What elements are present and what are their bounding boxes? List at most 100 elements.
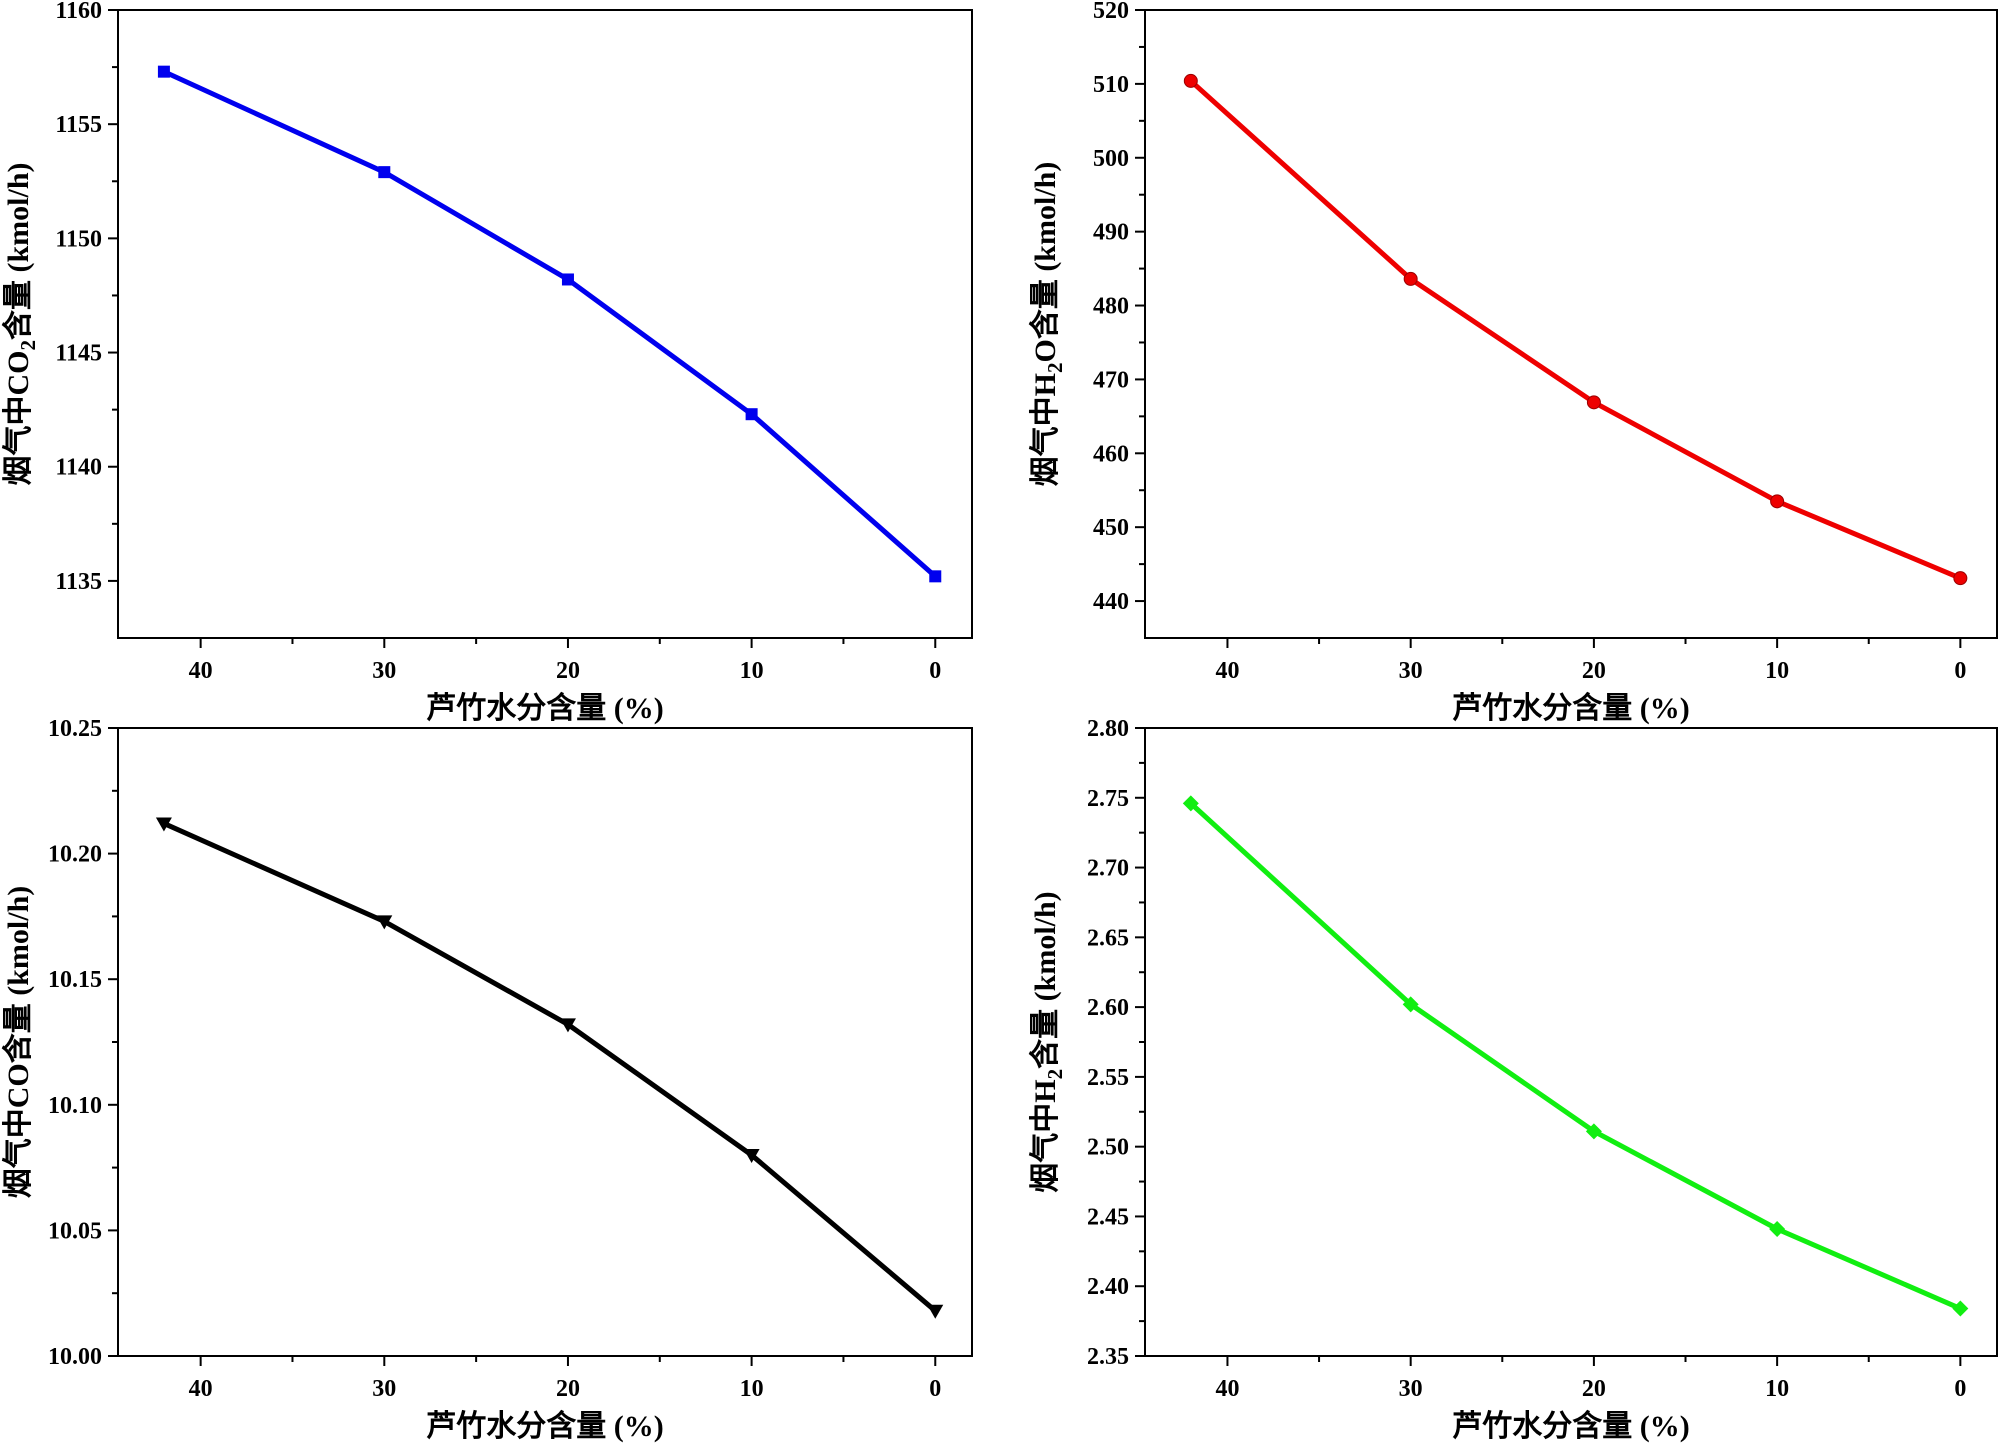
y-axis-title-subscript: 2 [1043,363,1067,374]
y-tick-label: 10.25 [48,716,102,742]
plot-frame [117,9,973,639]
data-point [1952,1300,1969,1317]
x-axis-title: 芦竹水分含量 (%) [426,691,663,725]
y-tick-label: 470 [1093,367,1129,393]
plot-frame [1144,727,1998,1357]
y-axis-title-part: 烟气中H [1029,1079,1062,1192]
x-tick-label: 0 [929,1376,941,1402]
x-tick-label: 0 [1954,658,1966,684]
series-line [1189,801,1962,1311]
data-point [1769,1221,1786,1238]
y-tick-label: 2.45 [1087,1204,1129,1230]
y-axis-title-part: 烟气中CO [2,351,35,486]
data-point [927,1304,944,1319]
x-axis-title: 芦竹水分含量 (%) [1452,1409,1689,1443]
data-point [559,1018,576,1033]
x-tick-label: 10 [740,658,764,684]
chart-panel-1: 40 30 20 10 0 1135 1140 1145 1150 1155 1160 芦竹水分含量 … [1,0,973,725]
x-tick-label: 30 [372,658,396,684]
data-point [157,65,170,78]
y-tick-label: 10.20 [48,842,102,868]
x-tick-label: 30 [1399,658,1423,684]
y-axis-title-part: O含量 (kmol/h) [1028,162,1062,363]
data-point [929,570,942,583]
y-axis-title-subscript: 2 [1043,1069,1067,1080]
y-tick-label: 10.00 [48,1344,102,1370]
y-tick-label: 1140 [55,455,102,481]
y-axis-title: 烟气中H2含量 (kmol/h) [1028,891,1067,1192]
y-axis-title: 烟气中CO2含量 (kmol/h) [1,162,40,485]
x-tick-label: 0 [929,658,941,684]
x-tick-label: 40 [1215,1376,1239,1402]
x-tick-label: 40 [189,1376,213,1402]
x-tick-label: 40 [189,658,213,684]
y-axis-title-subscript: 2 [16,340,40,351]
y-tick-label: 1155 [55,112,102,138]
y-tick-label: 1135 [55,569,102,595]
x-axis-title: 芦竹水分含量 (%) [426,1409,663,1443]
y-tick-label: 10.15 [48,967,102,993]
x-tick-label: 30 [1399,1376,1423,1402]
y-tick-label: 500 [1093,146,1129,172]
data-point [378,166,391,179]
y-tick-label: 490 [1093,220,1129,246]
y-tick-label: 2.35 [1087,1344,1129,1370]
x-axis-title: 芦竹水分含量 (%) [1452,691,1689,725]
y-tick-label: 2.75 [1087,786,1129,812]
x-tick-label: 20 [1582,658,1606,684]
x-tick-label: 10 [1765,658,1789,684]
y-tick-label: 2.40 [1087,1274,1129,1300]
data-point [1586,395,1601,410]
data-point [1770,494,1785,509]
chart-panel-2: 40 30 20 10 0 440 450 460 470 480 490 500 510 520 芦竹水分… [1028,0,1998,725]
data-point [376,915,393,930]
series-line [162,69,937,579]
data-point [745,408,758,421]
chart-panel-3: 40 30 20 10 0 10.00 10.05 10.10 10.15 10.20 10.25 芦… [1,716,973,1443]
data-point [1403,271,1418,286]
x-tick-label: 0 [1954,1376,1966,1402]
plot-frame [1144,9,1998,639]
y-tick-label: 1150 [55,226,102,252]
y-axis-title: 烟气中H2O含量 (kmol/h) [1028,162,1067,487]
y-tick-label: 480 [1093,294,1129,320]
chart-panel-4: 40 30 20 10 0 2.35 2.40 2.45 2.50 2.55 2.60 2.65 2.7… [1028,716,1998,1443]
y-tick-label: 2.70 [1087,856,1129,882]
y-tick-label: 2.50 [1087,1135,1129,1161]
data-point [561,273,574,286]
data-point [1182,795,1199,812]
y-tick-label: 2.65 [1087,925,1129,951]
x-tick-label: 40 [1215,658,1239,684]
x-tick-label: 10 [1765,1376,1789,1402]
y-tick-label: 1160 [55,0,102,24]
y-axis-title-part: 含量 (kmol/h) [1,162,35,340]
y-tick-label: 10.10 [48,1093,102,1119]
plot-frame [117,727,973,1357]
y-axis-title-part: 烟气中H [1029,373,1062,486]
y-tick-label: 510 [1093,72,1129,98]
y-axis-title-part: 含量 (kmol/h) [1028,891,1062,1069]
x-tick-label: 30 [372,1376,396,1402]
x-tick-label: 20 [1582,1376,1606,1402]
y-tick-label: 2.55 [1087,1065,1129,1091]
y-tick-label: 520 [1093,0,1129,24]
x-tick-label: 10 [740,1376,764,1402]
y-tick-label: 450 [1093,515,1129,541]
y-axis-title: 烟气中CO含量 (kmol/h) [1,886,35,1199]
y-tick-label: 10.05 [48,1218,102,1244]
y-tick-label: 2.80 [1087,716,1129,742]
x-tick-label: 20 [556,1376,580,1402]
series-line [162,821,937,1313]
data-point [1402,996,1419,1013]
y-tick-label: 2.60 [1087,995,1129,1021]
data-point [1183,73,1198,88]
data-point [1585,1123,1602,1140]
x-tick-label: 20 [556,658,580,684]
data-point [743,1149,760,1164]
y-tick-label: 440 [1093,589,1129,615]
y-tick-label: 1145 [55,341,102,367]
data-point [155,817,172,832]
series-line [1189,79,1962,581]
data-point [1953,571,1968,586]
